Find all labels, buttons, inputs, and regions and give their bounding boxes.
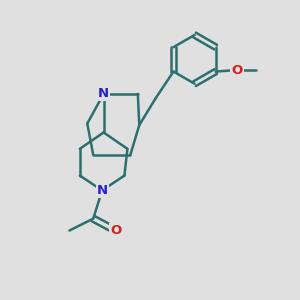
Text: O: O — [232, 64, 243, 76]
Text: N: N — [97, 184, 108, 197]
Text: O: O — [110, 224, 121, 237]
Text: N: N — [98, 87, 109, 100]
